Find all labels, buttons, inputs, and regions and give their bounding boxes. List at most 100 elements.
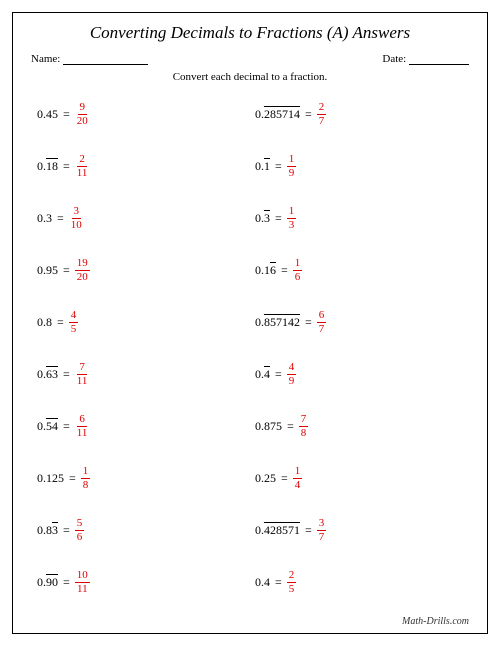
problem-20: 0.4=25 [255,565,463,599]
equals-sign: = [305,523,312,538]
decimal-value: 0.4 [255,575,270,590]
fraction-answer: 920 [75,102,90,127]
decimal-value: 0.857142 [255,315,300,330]
problem-10: 0.857142=67 [255,305,463,339]
denominator: 11 [75,427,90,439]
fraction-answer: 211 [75,154,90,179]
problem-11: 0.63 = 711 [37,357,245,391]
fraction-answer: 611 [75,414,90,439]
fraction-answer: 1011 [75,570,90,595]
equals-sign: = [63,419,70,434]
denominator: 8 [299,427,309,439]
decimal-value: 0.54 [37,419,58,434]
numerator: 1 [81,466,91,479]
problem-9: 0.8=45 [37,305,245,339]
numerator: 4 [287,362,297,375]
fraction-answer: 711 [75,362,90,387]
denominator: 6 [293,271,303,283]
decimal-value: 0.3 [255,211,270,226]
numerator: 1 [293,258,303,271]
instructions: Convert each decimal to a fraction. [31,71,469,83]
denominator: 5 [69,323,79,335]
denominator: 20 [75,115,90,127]
equals-sign: = [275,211,282,226]
problem-5: 0.3=310 [37,201,245,235]
equals-sign: = [63,575,70,590]
decimal-value: 0.63 [37,367,58,382]
name-label: Name: [31,53,60,65]
equals-sign: = [275,367,282,382]
denominator: 11 [75,375,90,387]
problem-16: 0.25 = 14 [255,461,463,495]
fraction-answer: 14 [293,466,303,491]
decimal-value: 0.45 [37,107,58,122]
fraction-answer: 310 [69,206,84,231]
header-row: Name: Date: [31,53,469,65]
decimal-value: 0.875 [255,419,282,434]
page-title: Converting Decimals to Fractions (A) Ans… [31,23,469,43]
decimal-value: 0.428571 [255,523,300,538]
decimal-value: 0.83 [37,523,58,538]
date-field: Date: [382,53,469,65]
denominator: 9 [287,167,297,179]
equals-sign: = [281,263,288,278]
numerator: 9 [78,102,88,115]
denominator: 7 [317,531,327,543]
denominator: 11 [75,167,90,179]
problem-13: 0.54 = 611 [37,409,245,443]
decimal-value: 0.4 [255,367,270,382]
decimal-value: 0.125 [37,471,64,486]
fraction-answer: 49 [287,362,297,387]
denominator: 11 [75,583,90,595]
numerator: 3 [72,206,82,219]
decimal-value: 0.8 [37,315,52,330]
decimal-value: 0.95 [37,263,58,278]
problem-1: 0.45 = 920 [37,97,245,131]
problem-15: 0.125 = 18 [37,461,245,495]
equals-sign: = [275,159,282,174]
problem-12: 0.4 = 49 [255,357,463,391]
fraction-answer: 56 [75,518,85,543]
problem-4: 0.1=19 [255,149,463,183]
equals-sign: = [63,107,70,122]
numerator: 1 [293,466,303,479]
numerator: 10 [75,570,90,583]
problem-6: 0.3 = 13 [255,201,463,235]
date-blank [409,54,469,65]
denominator: 7 [317,323,327,335]
equals-sign: = [281,471,288,486]
equals-sign: = [57,315,64,330]
denominator: 4 [293,479,303,491]
decimal-value: 0.16 [255,263,276,278]
fraction-answer: 78 [299,414,309,439]
denominator: 10 [69,219,84,231]
fraction-answer: 27 [317,102,327,127]
decimal-value: 0.25 [255,471,276,486]
problem-17: 0.83=56 [37,513,245,547]
footer-credit: Math-Drills.com [402,616,469,627]
problem-3: 0.18=211 [37,149,245,183]
fraction-answer: 16 [293,258,303,283]
problem-14: 0.875 = 78 [255,409,463,443]
equals-sign: = [69,471,76,486]
fraction-answer: 13 [287,206,297,231]
problem-7: 0.95=1920 [37,253,245,287]
equals-sign: = [63,263,70,278]
numerator: 1 [287,154,297,167]
equals-sign: = [57,211,64,226]
name-blank [63,54,148,65]
fraction-answer: 18 [81,466,91,491]
worksheet-page: Converting Decimals to Fractions (A) Ans… [12,12,488,634]
numerator: 3 [317,518,327,531]
equals-sign: = [305,107,312,122]
problem-grid: 0.45=9200.285714=270.18=2110.1=190.3=310… [31,97,469,599]
numerator: 2 [287,570,297,583]
equals-sign: = [287,419,294,434]
denominator: 6 [75,531,85,543]
fraction-answer: 19 [287,154,297,179]
denominator: 3 [287,219,297,231]
problem-18: 0.428571 = 37 [255,513,463,547]
equals-sign: = [63,367,70,382]
fraction-answer: 67 [317,310,327,335]
problem-2: 0.285714=27 [255,97,463,131]
